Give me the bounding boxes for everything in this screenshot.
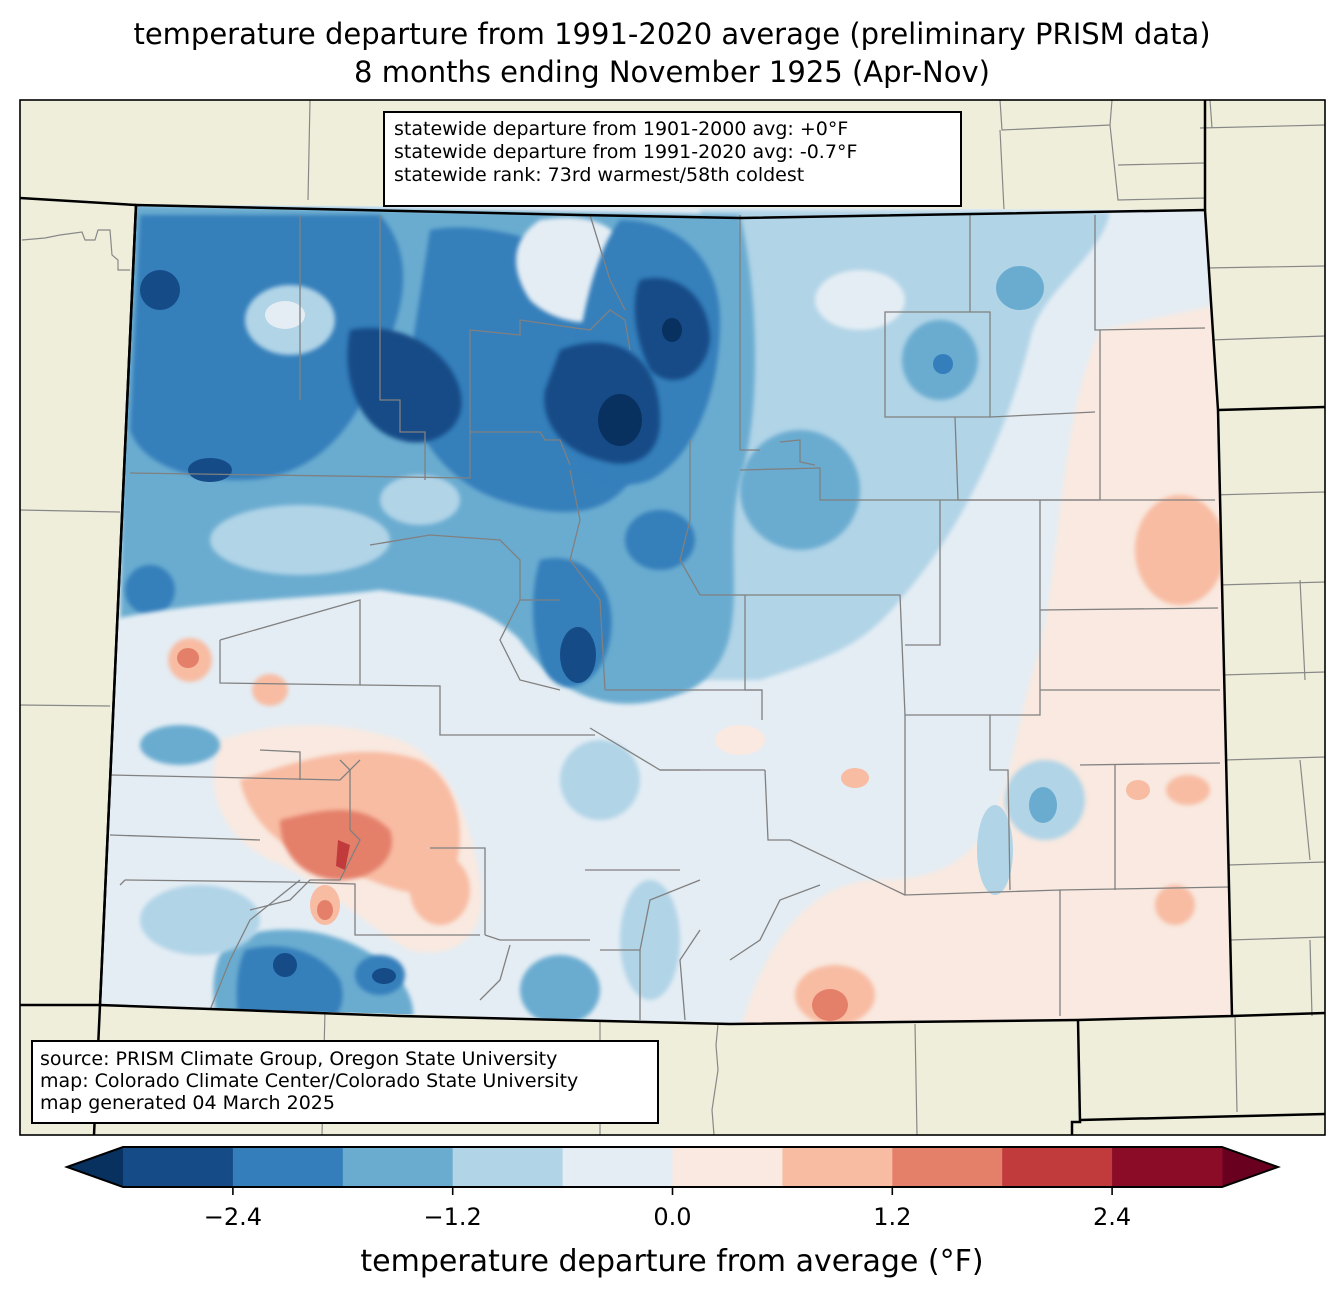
colorbar-segment — [782, 1147, 893, 1187]
field-warm-spot — [1155, 885, 1195, 925]
colorbar-segment — [452, 1147, 564, 1187]
county-lines — [109, 214, 1231, 1021]
stat-departure-1991-2020: statewide departure from 1991-2020 avg: … — [394, 141, 858, 163]
neighbor-county-lines — [19, 99, 1326, 1136]
map-frame — [19, 99, 1326, 1136]
field-warm-spot — [1166, 775, 1210, 805]
colorbar-segment — [232, 1147, 344, 1187]
colorbar-tick-label: 0.0 — [653, 1203, 692, 1231]
colorbar-outline — [64, 1146, 1281, 1188]
colorbar-tick-label: 1.2 — [873, 1203, 912, 1231]
statewide-stats-box: statewide departure from 1901-2000 avg: … — [383, 111, 962, 207]
source-credits-box: source: PRISM Climate Group, Oregon Stat… — [31, 1040, 659, 1124]
colorbar-segment — [672, 1147, 783, 1187]
stat-departure-1901-2000: statewide departure from 1901-2000 avg: … — [394, 118, 849, 140]
colorbar — [64, 1146, 1281, 1195]
field-warm-spot — [812, 989, 848, 1021]
field-warm-spot — [1126, 780, 1150, 800]
field-warm-spot — [841, 768, 869, 788]
chart-title-line1: temperature departure from 1991-2020 ave… — [133, 17, 1211, 51]
colorbar-tick-label: −2.4 — [203, 1203, 263, 1231]
source-line: source: PRISM Climate Group, Oregon Stat… — [40, 1048, 558, 1070]
field-northeast-cool — [700, 210, 1110, 680]
colorbar-extend-under — [67, 1147, 123, 1187]
colorbar-segment — [562, 1147, 673, 1187]
colorbar-tick-label: −1.2 — [423, 1203, 482, 1231]
stat-rank: statewide rank: 73rd warmest/58th coldes… — [394, 164, 805, 186]
colorbar-extend-over — [1222, 1147, 1278, 1187]
colorbar-segment — [1112, 1147, 1223, 1187]
field-warm-spot — [1135, 495, 1225, 605]
temperature-field — [100, 205, 1232, 1024]
chart-title-line2: 8 months ending November 1925 (Apr-Nov) — [354, 55, 990, 89]
colorbar-segment — [1002, 1147, 1113, 1187]
colorbar-segment — [123, 1147, 234, 1187]
colorbar-label: temperature departure from average (°F) — [360, 1244, 984, 1279]
map-credit-line: map: Colorado Climate Center/Colorado St… — [40, 1070, 579, 1092]
generated-date-line: map generated 04 March 2025 — [40, 1092, 335, 1114]
colorbar-segment — [892, 1147, 1003, 1187]
colorbar-segment — [342, 1147, 454, 1187]
colorbar-tick-label: 2.4 — [1093, 1203, 1132, 1231]
